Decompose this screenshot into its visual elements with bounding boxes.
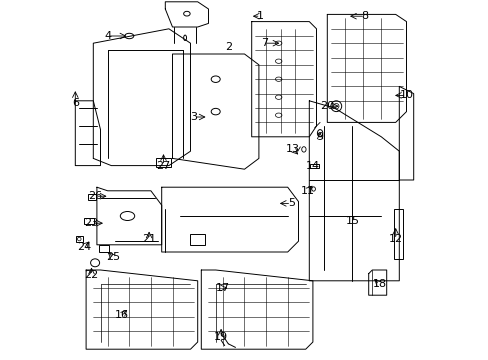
Text: 19: 19	[214, 332, 228, 342]
Text: 25: 25	[106, 252, 120, 262]
Text: 8: 8	[361, 11, 368, 21]
Bar	[88, 194, 96, 200]
Text: 2: 2	[224, 42, 231, 52]
Text: 18: 18	[372, 279, 386, 289]
Text: 24: 24	[77, 242, 91, 252]
Bar	[310, 164, 319, 168]
Text: 20: 20	[320, 101, 334, 111]
Text: 3: 3	[190, 112, 197, 122]
Text: 10: 10	[399, 90, 413, 100]
Text: 12: 12	[388, 234, 402, 244]
Bar	[99, 245, 109, 252]
Bar	[156, 158, 170, 167]
Text: 17: 17	[215, 283, 229, 293]
Text: 9: 9	[316, 132, 323, 142]
Text: 11: 11	[300, 186, 314, 196]
Text: 5: 5	[287, 198, 294, 208]
Text: 13: 13	[285, 144, 300, 154]
Text: 7: 7	[260, 38, 267, 48]
Text: 27: 27	[156, 161, 170, 171]
Text: 21: 21	[142, 234, 156, 244]
Text: 22: 22	[84, 270, 99, 280]
Text: 14: 14	[305, 161, 319, 171]
Text: 1: 1	[257, 11, 264, 21]
Bar	[190, 234, 204, 245]
Text: 16: 16	[115, 310, 129, 320]
Bar	[84, 218, 94, 224]
Text: 23: 23	[84, 218, 99, 228]
Text: 6: 6	[72, 98, 79, 108]
Bar	[76, 236, 82, 242]
Text: 15: 15	[345, 216, 359, 226]
Bar	[393, 209, 402, 259]
Text: 26: 26	[88, 191, 102, 201]
Text: 4: 4	[104, 31, 111, 41]
